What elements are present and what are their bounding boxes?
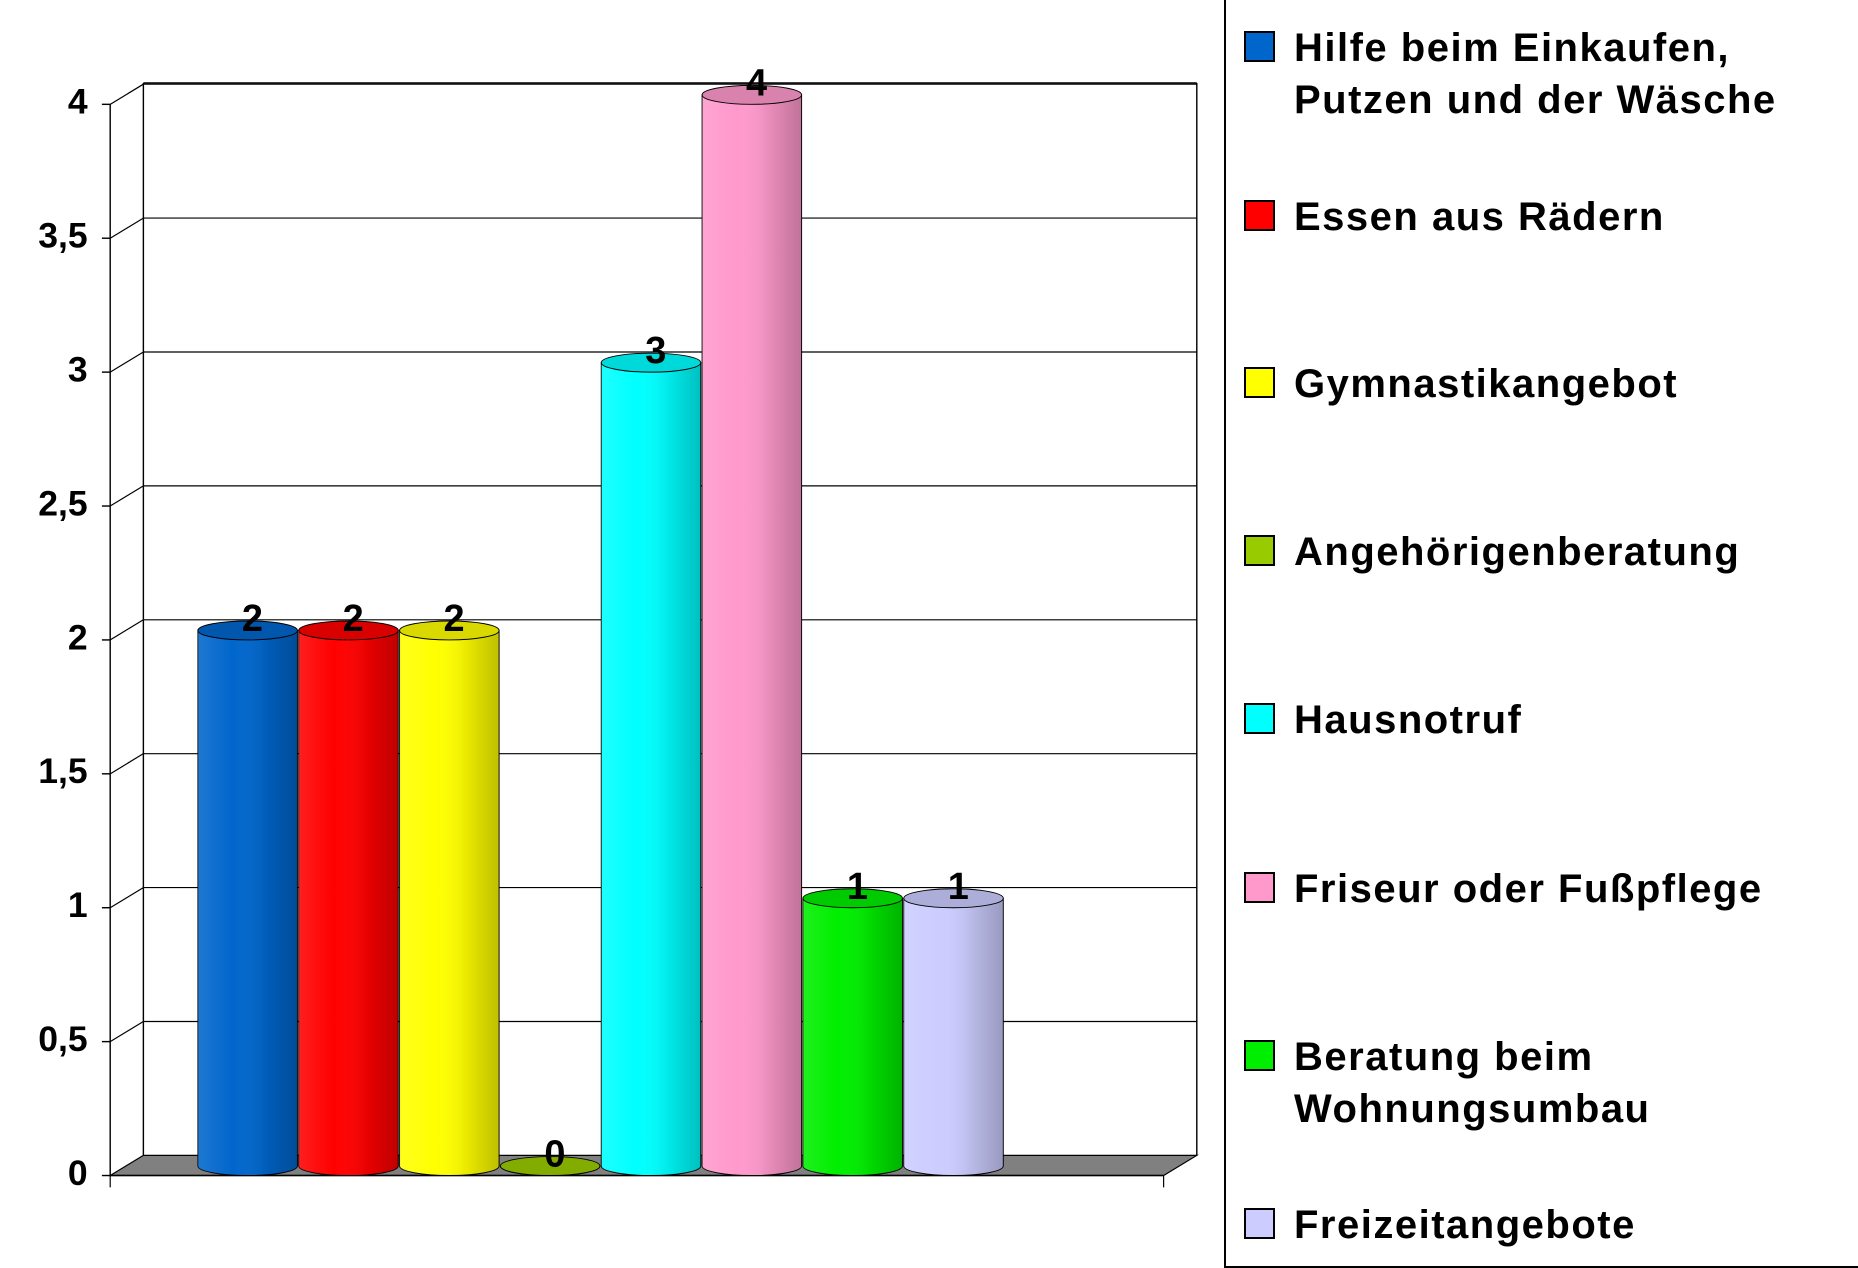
legend-swatch bbox=[1244, 703, 1275, 735]
data-label: 2 bbox=[242, 598, 263, 640]
legend-swatch bbox=[1244, 1039, 1275, 1071]
legend-swatch bbox=[1244, 871, 1275, 903]
bar-shade bbox=[802, 898, 903, 1176]
bar bbox=[600, 352, 702, 1176]
legend-label: Angehörigenberatung bbox=[1294, 530, 1741, 575]
legend-label: Essen aus Rädern bbox=[1294, 194, 1665, 239]
legend-label: Hausnotruf bbox=[1294, 698, 1523, 743]
data-label: 1 bbox=[948, 866, 969, 908]
bar-shade bbox=[903, 898, 1004, 1176]
bar-top bbox=[903, 888, 1004, 909]
bar bbox=[399, 620, 500, 1176]
bar-shade bbox=[197, 630, 298, 1176]
bar-top bbox=[298, 620, 399, 641]
y-tick-label: 3,5 bbox=[38, 216, 87, 256]
bar-top bbox=[197, 620, 298, 641]
grid-line-side bbox=[109, 351, 144, 373]
legend-label: Friseur oder Fußpflege bbox=[1294, 866, 1763, 911]
bar bbox=[903, 888, 1004, 1176]
y-tick-label: 0,5 bbox=[38, 1019, 87, 1059]
bar bbox=[701, 84, 803, 1176]
grid-line-side bbox=[109, 1020, 144, 1043]
bar-shade bbox=[399, 630, 500, 1176]
bar-top bbox=[701, 84, 803, 105]
y-tick-label: 1 bbox=[68, 885, 88, 925]
legend-label: Beratung beim Wohnungsumbau bbox=[1294, 1034, 1651, 1131]
legend-label: Freizeitangebote bbox=[1294, 1203, 1636, 1248]
grid-line-side bbox=[109, 753, 144, 775]
bar-top bbox=[802, 888, 903, 909]
grid-line-side bbox=[109, 619, 144, 641]
y-tick-label: 4 bbox=[68, 82, 88, 122]
data-label: 3 bbox=[645, 330, 666, 372]
bar bbox=[298, 620, 399, 1176]
bar bbox=[802, 888, 903, 1176]
legend-swatch bbox=[1244, 1208, 1275, 1240]
data-label: 2 bbox=[444, 598, 465, 640]
bar-top bbox=[399, 620, 500, 641]
legend-swatch bbox=[1244, 31, 1275, 63]
y-tick-label: 1,5 bbox=[38, 751, 87, 791]
bar-shade bbox=[601, 362, 701, 1176]
data-label: 2 bbox=[343, 598, 364, 640]
grid-line-side bbox=[109, 485, 144, 507]
grid-line-side bbox=[109, 83, 144, 105]
y-tick-label: 2,5 bbox=[38, 483, 87, 523]
bar bbox=[197, 620, 298, 1176]
bar-top bbox=[600, 352, 702, 373]
y-tick-label: 3 bbox=[68, 350, 88, 390]
legend: Hilfe beim Einkaufen, Putzen und der Wäs… bbox=[1224, 0, 1858, 1268]
legend-swatch bbox=[1244, 535, 1275, 567]
bar-shade bbox=[702, 94, 802, 1176]
legend-label: Hilfe beim Einkaufen, Putzen und der Wäs… bbox=[1294, 26, 1777, 123]
data-label: 4 bbox=[746, 62, 767, 104]
y-tick-label: 0 bbox=[68, 1153, 88, 1193]
y-tick-label: 2 bbox=[68, 617, 88, 657]
grid-line-side bbox=[109, 887, 144, 909]
grid-line-side bbox=[109, 217, 144, 239]
legend-label: Gymnastikangebot bbox=[1294, 361, 1679, 406]
bar-top bbox=[499, 1156, 601, 1176]
data-label: 1 bbox=[847, 866, 868, 908]
bar bbox=[499, 1156, 601, 1176]
legend-swatch bbox=[1244, 199, 1275, 231]
data-label: 0 bbox=[544, 1134, 565, 1176]
bar-shade bbox=[298, 630, 399, 1176]
legend-swatch bbox=[1244, 366, 1275, 398]
